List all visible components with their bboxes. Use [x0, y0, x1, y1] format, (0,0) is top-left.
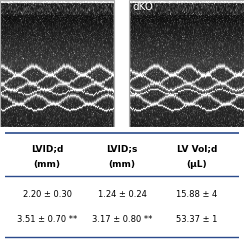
- Bar: [0, 0, 114, 127]
- Text: LV Vol;d: LV Vol;d: [177, 144, 217, 153]
- Bar: [129, 0, 244, 127]
- Text: 53.37 ± 1: 53.37 ± 1: [176, 215, 218, 224]
- Text: (mm): (mm): [33, 160, 61, 169]
- Text: LVID;d: LVID;d: [31, 144, 63, 153]
- Text: 15.88 ± 4: 15.88 ± 4: [176, 190, 218, 199]
- Text: 3.17 ± 0.80 **: 3.17 ± 0.80 **: [92, 215, 152, 224]
- Text: dKO: dKO: [132, 2, 153, 12]
- Text: (mm): (mm): [109, 160, 135, 169]
- Text: 1.24 ± 0.24: 1.24 ± 0.24: [98, 190, 146, 199]
- Text: 2.20 ± 0.30: 2.20 ± 0.30: [22, 190, 71, 199]
- Text: LVID;s: LVID;s: [106, 144, 138, 153]
- Text: 3.51 ± 0.70 **: 3.51 ± 0.70 **: [17, 215, 77, 224]
- Bar: [114, 0, 129, 127]
- Text: (μL): (μL): [187, 160, 207, 169]
